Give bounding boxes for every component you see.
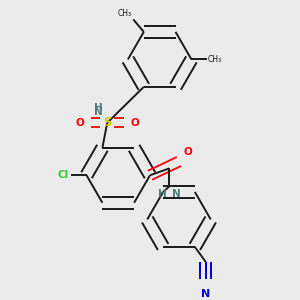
Text: O: O — [183, 147, 192, 157]
Text: N: N — [172, 189, 181, 199]
Text: O: O — [75, 118, 84, 128]
Text: Cl: Cl — [57, 170, 69, 180]
Text: H: H — [94, 103, 103, 113]
Text: N: N — [201, 289, 211, 299]
Text: O: O — [131, 118, 140, 128]
Text: N: N — [94, 107, 103, 117]
Text: CH₃: CH₃ — [207, 55, 221, 64]
Text: CH₃: CH₃ — [118, 9, 132, 18]
Text: S: S — [103, 116, 112, 129]
Text: H: H — [158, 189, 167, 199]
